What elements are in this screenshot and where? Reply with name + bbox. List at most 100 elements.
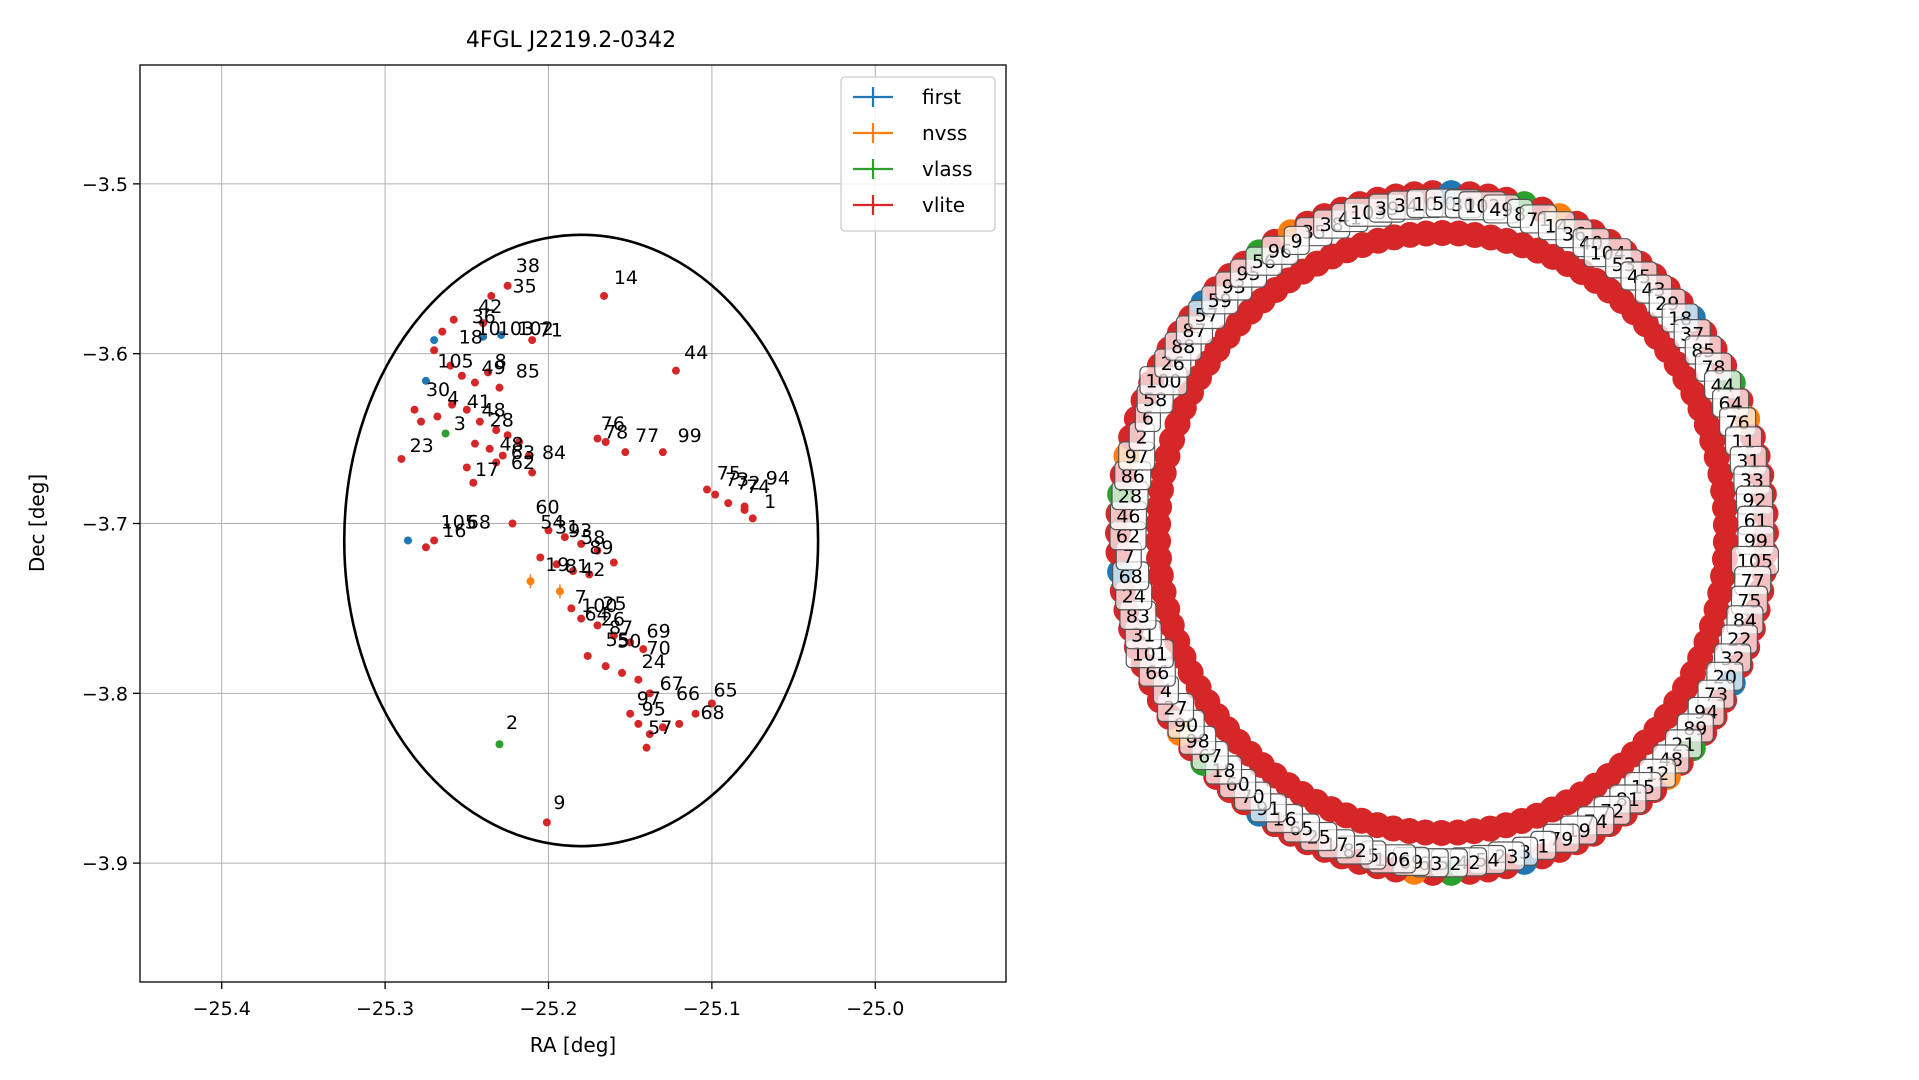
data-point-vlass bbox=[441, 429, 450, 438]
data-point-vlite bbox=[495, 383, 504, 392]
x-tick-label: −25.3 bbox=[356, 998, 414, 1020]
chart-title: 4FGL J2219.2-0342 bbox=[466, 28, 676, 53]
point-label: 19 bbox=[545, 554, 569, 576]
point-label: 35 bbox=[513, 276, 537, 298]
point-label: 65 bbox=[714, 680, 738, 702]
point-label: 69 bbox=[647, 620, 671, 642]
point-label: 103 bbox=[498, 318, 534, 340]
point-label: 81 bbox=[565, 556, 589, 578]
data-point-vlass bbox=[495, 740, 504, 749]
x-tick-label: −25.1 bbox=[683, 998, 741, 1020]
point-label: 93 bbox=[568, 520, 592, 542]
ring-label-text: 62 bbox=[1116, 526, 1140, 548]
data-point-vlite bbox=[410, 405, 419, 414]
data-point-vlite bbox=[446, 361, 455, 370]
point-label: 17 bbox=[475, 459, 499, 481]
plot-frame bbox=[139, 64, 1007, 983]
point-label: 87 bbox=[609, 617, 633, 639]
ring-label-box bbox=[1283, 225, 1310, 256]
legend: first nvss vlass vlite bbox=[840, 76, 996, 232]
data-point-vlite bbox=[639, 645, 648, 654]
point-label: 4 bbox=[447, 388, 459, 410]
data-point-first bbox=[497, 331, 506, 340]
data-point-vlite bbox=[642, 743, 651, 752]
data-point-vlite bbox=[577, 539, 586, 548]
ring-label-text: 46 bbox=[1116, 506, 1140, 528]
point-label: 76 bbox=[601, 413, 625, 435]
point-label: 36 bbox=[472, 306, 496, 328]
point-label: 95 bbox=[642, 698, 666, 720]
point-label: 42 bbox=[581, 559, 605, 581]
data-point-vlite bbox=[593, 546, 602, 555]
data-point-vlite bbox=[609, 558, 618, 567]
point-label: 85 bbox=[516, 360, 540, 382]
data-point-vlite bbox=[470, 439, 479, 448]
data-point-vlite bbox=[691, 709, 700, 718]
point-label: 7 bbox=[575, 586, 587, 608]
point-label: 58 bbox=[581, 527, 605, 549]
point-label: 9 bbox=[553, 792, 565, 814]
data-point-vlite bbox=[675, 719, 684, 728]
data-point-vlite bbox=[462, 463, 471, 472]
point-label: 57 bbox=[648, 717, 672, 739]
data-point-vlite bbox=[552, 560, 561, 569]
point-label: 75 bbox=[717, 462, 741, 484]
data-point-vlite bbox=[475, 417, 484, 426]
point-label: 24 bbox=[642, 651, 666, 673]
data-point-vlite bbox=[528, 468, 537, 477]
ring-label-text: 1 bbox=[1537, 835, 1549, 857]
point-label: 38 bbox=[516, 255, 540, 277]
data-point-first bbox=[430, 336, 439, 345]
point-label: 66 bbox=[676, 683, 700, 705]
data-point-vlite bbox=[583, 651, 592, 660]
point-label: 73 bbox=[725, 469, 749, 491]
data-point-vlite bbox=[487, 291, 496, 300]
data-point-vlite bbox=[449, 315, 458, 324]
data-point-vlite bbox=[724, 499, 733, 508]
y-tick-label: −3.9 bbox=[82, 853, 128, 875]
data-point-vlite bbox=[498, 451, 507, 460]
data-point-vlite bbox=[634, 719, 643, 728]
point-label: 89 bbox=[589, 537, 613, 559]
data-point-vlite bbox=[560, 533, 569, 542]
data-point-vlite bbox=[430, 346, 439, 355]
data-point-vlite bbox=[524, 451, 533, 460]
y-axis-label: Dec [deg] bbox=[25, 474, 49, 572]
data-point-first bbox=[421, 376, 430, 385]
data-point-vlite bbox=[515, 437, 524, 446]
data-point-vlite bbox=[601, 437, 610, 446]
ring-label-text: 97 bbox=[1125, 446, 1149, 468]
point-label: 48 bbox=[499, 433, 523, 455]
point-label: 72 bbox=[736, 473, 760, 495]
point-label: 31 bbox=[555, 517, 579, 539]
point-label: 94 bbox=[766, 467, 790, 489]
point-label: 10 bbox=[477, 318, 501, 340]
data-point-vlite bbox=[457, 371, 466, 380]
data-point-vlite bbox=[577, 614, 586, 623]
data-point-vlite bbox=[626, 709, 635, 718]
data-point-vlite bbox=[430, 536, 439, 545]
data-point-vlite bbox=[470, 378, 479, 387]
legend-label-nvss: nvss bbox=[922, 121, 967, 145]
data-point-vlite bbox=[448, 400, 457, 409]
legend-label-first: first bbox=[922, 85, 961, 109]
point-label: 2 bbox=[506, 712, 518, 734]
point-label: 18 bbox=[459, 326, 483, 348]
point-label: 3 bbox=[454, 413, 466, 435]
data-point-vlite bbox=[601, 662, 610, 671]
point-label: 55 bbox=[606, 629, 630, 651]
scatter-points bbox=[397, 281, 757, 827]
ring-label-text: 24 bbox=[1122, 586, 1146, 608]
ring-label-text: 86 bbox=[1121, 466, 1145, 488]
x-tick-label: −25.0 bbox=[846, 998, 904, 1020]
data-point-vlite bbox=[484, 368, 493, 377]
legend-box bbox=[840, 76, 996, 232]
data-point-vlite bbox=[492, 458, 501, 467]
point-label: 49 bbox=[481, 357, 505, 379]
data-point-vlite bbox=[671, 366, 680, 375]
ring-label-text: 83 bbox=[1126, 605, 1150, 627]
point-label: 26 bbox=[601, 608, 625, 630]
point-label: 74 bbox=[746, 476, 770, 498]
point-label: 67 bbox=[660, 673, 684, 695]
